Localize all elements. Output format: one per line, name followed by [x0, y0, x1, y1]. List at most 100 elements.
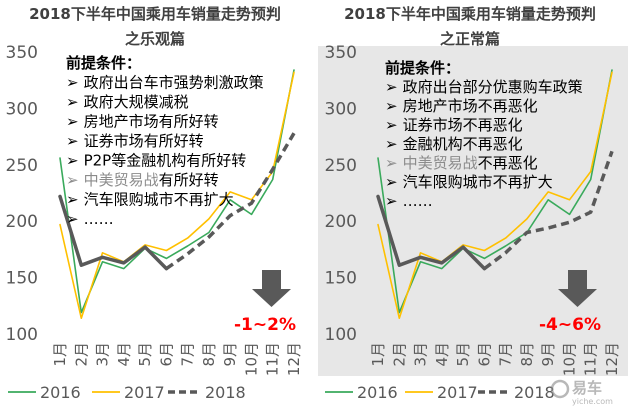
series-line-2016 — [59, 69, 295, 314]
y-tick-label: 150 — [325, 269, 357, 289]
assumption-item-muted-text: 中美贸易战 — [84, 171, 159, 189]
y-tick-label: 250 — [6, 156, 38, 176]
assumption-item-text: 证券市场有所好转 — [84, 132, 204, 150]
plot-background — [0, 46, 312, 376]
x-tick-label: 11月 — [582, 342, 600, 376]
assumption-item-text: 汽车限购城市不再扩大 — [84, 191, 234, 209]
bullet-arrow-icon: ➢ — [66, 113, 79, 131]
series-line-2016 — [377, 69, 613, 314]
x-tick-label: 12月 — [603, 342, 621, 376]
y-tick-label: 300 — [325, 99, 357, 119]
series-line-2018-forecast — [165, 132, 296, 271]
x-tick-label: 2月 — [72, 342, 90, 367]
assumption-item-text: 政府大规模减税 — [84, 93, 189, 111]
legend: 2016 2017 2018 — [325, 383, 555, 402]
assumptions-textbox: 前提条件： ➢ 政府出台车市强势刺激政策 ➢ 政府大规模减税 ➢ 房地产市场有所好转 ➢ 证券市… — [66, 54, 264, 228]
bullet-arrow-icon: ➢ — [66, 93, 79, 111]
series-line-2018-actual — [58, 194, 169, 271]
assumption-item: ➢ 金融机构不再恶化 — [385, 135, 523, 153]
bullet-arrow-icon: ➢ — [385, 97, 398, 115]
forecast-change-label: -1~2% — [234, 315, 296, 335]
x-tick-label: 5月 — [136, 342, 154, 367]
watermark-site: yiche.com — [572, 397, 613, 406]
down-arrow-shaft — [568, 270, 587, 290]
assumption-item-text: 有所好转 — [159, 171, 219, 189]
y-tick-label: 200 — [6, 212, 38, 232]
x-axis-tick-labels: 1月 2月 3月 4月 5月 6月 7月 8月 9月 10月 11月 12月 — [369, 342, 621, 376]
x-tick-label: 6月 — [157, 342, 175, 367]
x-axis-tick-labels: 1月 2月 3月 4月 5月 6月 7月 8月 9月 10月 11月 12月 — [51, 342, 303, 376]
assumptions-heading: 前提条件： — [385, 59, 460, 77]
assumption-item: ➢ 房地产市场不再恶化 — [385, 97, 538, 115]
assumption-item-text: …… — [403, 192, 433, 210]
bullet-arrow-icon: ➢ — [385, 192, 398, 210]
assumption-item-text: 政府出台车市强势刺激政策 — [84, 74, 264, 92]
x-tick-label: 3月 — [412, 342, 430, 367]
assumption-item: ➢ 汽车限购城市不再扩大 — [385, 173, 553, 191]
bullet-arrow-icon: ➢ — [385, 135, 398, 153]
legend: 2016 2017 2018 — [8, 383, 246, 402]
assumption-item: ➢ 中美贸易战有所好转 — [66, 171, 219, 189]
assumption-item: ➢ 政府大规模减税 — [66, 93, 189, 111]
legend-label-2016: 2016 — [357, 383, 398, 402]
x-tick-label: 1月 — [51, 342, 69, 367]
chart-subtitle: 之乐观篇 — [125, 30, 185, 48]
assumption-item: ➢ 房地产市场有所好转 — [66, 113, 219, 131]
legend-label-2018: 2018 — [514, 383, 555, 402]
assumption-item: ➢ 政府出台车市强势刺激政策 — [66, 74, 264, 92]
assumption-item: ➢ 汽车限购城市不再扩大 — [66, 191, 234, 209]
x-tick-label: 7月 — [497, 342, 515, 367]
x-tick-label: 5月 — [454, 342, 472, 367]
down-arrow-icon — [252, 270, 291, 307]
legend-label-2018: 2018 — [205, 383, 246, 402]
x-tick-label: 2月 — [390, 342, 408, 367]
series-line-2017 — [377, 71, 613, 319]
legend-label-2017: 2017 — [124, 383, 165, 402]
assumption-item: ➢ 证券市场有所好转 — [66, 132, 204, 150]
series-lines — [58, 69, 296, 319]
assumption-item: ➢ P2P等金融机构有所好转 — [66, 152, 246, 170]
y-tick-label: 250 — [325, 156, 357, 176]
chart-title: 2018下半年中国乘用车销量走势预判 — [29, 5, 281, 23]
assumptions-textbox: 前提条件：➢ 政府出台部分优惠购车政策➢ 房地产市场不再恶化➢ 证券市场不再恶化➢ 金融… — [385, 59, 583, 210]
series-line-2017 — [59, 71, 295, 319]
assumption-item-text: 汽车限购城市不再扩大 — [403, 173, 553, 191]
assumption-item-text: 房地产市场不再恶化 — [403, 97, 538, 115]
watermark-brand: 易车 — [572, 379, 602, 397]
assumption-item: ➢ 政府出台部分优惠购车政策 — [385, 78, 583, 96]
x-tick-label: 1月 — [369, 342, 387, 367]
assumptions-heading: 前提条件： — [66, 54, 141, 72]
yiche-logo-icon — [550, 379, 570, 399]
x-tick-label: 8月 — [518, 342, 536, 367]
y-tick-label: 350 — [6, 43, 38, 63]
bullet-arrow-icon: ➢ — [66, 191, 79, 209]
watermark: 易车 yiche.com — [550, 379, 613, 406]
bullet-arrow-icon: ➢ — [66, 132, 79, 150]
assumption-item: ➢ …… — [385, 192, 433, 210]
series-line-2018-forecast — [483, 150, 614, 271]
down-arrow-icon — [558, 270, 597, 307]
chart-panel-optimistic: 2018下半年中国乘用车销量走势预判 之乐观篇 100 150 200 250 300 3… — [0, 5, 312, 402]
x-tick-label: 7月 — [179, 342, 197, 367]
assumption-item: ➢ 中美贸易战不再恶化 — [385, 154, 538, 172]
bullet-arrow-icon: ➢ — [385, 154, 398, 172]
bullet-arrow-icon: ➢ — [385, 173, 398, 191]
bullet-arrow-icon: ➢ — [66, 210, 79, 228]
x-tick-label: 6月 — [475, 342, 493, 367]
assumption-item-text: 房地产市场有所好转 — [84, 113, 219, 131]
x-tick-label: 4月 — [115, 342, 133, 367]
assumption-item-muted-text: 中美贸易战 — [403, 154, 478, 172]
forecast-change-label: -4~6% — [539, 315, 601, 335]
chart-panel-normal: 2018下半年中国乘用车销量走势预判 之正常篇 100 150 200 250 300 3… — [318, 5, 628, 402]
x-tick-label: 9月 — [221, 342, 239, 367]
bullet-arrow-icon: ➢ — [385, 78, 398, 96]
series-lines — [376, 69, 614, 319]
down-arrow-head — [252, 289, 291, 307]
chart-subtitle: 之正常篇 — [440, 30, 500, 48]
x-tick-label: 8月 — [200, 342, 218, 367]
x-tick-label: 10月 — [243, 342, 261, 376]
series-line-2018-actual — [376, 194, 487, 271]
x-tick-label: 12月 — [285, 342, 303, 376]
x-tick-label: 10月 — [561, 342, 579, 376]
